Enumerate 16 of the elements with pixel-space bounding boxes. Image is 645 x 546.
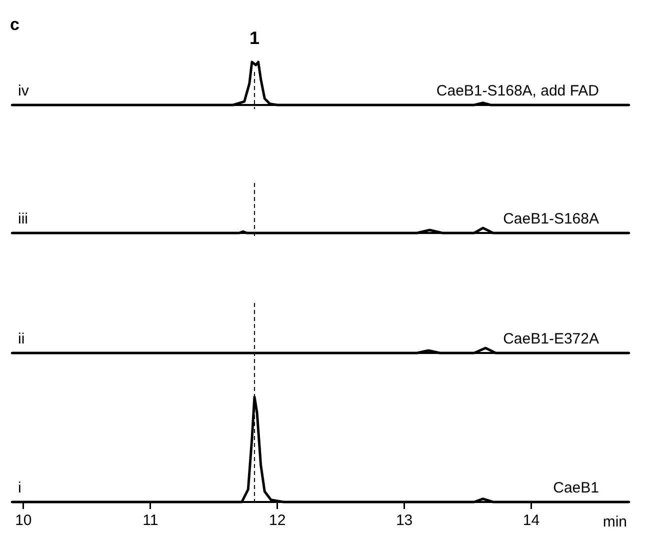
series-label: CaeB1 <box>553 480 599 497</box>
annotation: 1 <box>249 28 260 48</box>
text: iii <box>18 210 28 228</box>
x-tick-label: 13 <box>396 512 413 530</box>
x-tick-label: 10 <box>15 512 32 530</box>
x-tick-label: 12 <box>268 512 286 530</box>
series-label: CaeB1-S168A <box>503 210 599 228</box>
text: ii <box>18 330 25 348</box>
x-axis-title: min <box>602 514 627 531</box>
annotation: i <box>18 480 22 497</box>
chart-title: c <box>10 15 20 34</box>
x-tick-label: 14 <box>522 512 540 530</box>
annotation: iv <box>18 82 30 100</box>
x-tick-label: 11 <box>142 512 158 530</box>
series-label: CaeB1-S168A, add FAD <box>436 82 600 100</box>
series-label: CaeB1-E372A <box>503 330 599 348</box>
